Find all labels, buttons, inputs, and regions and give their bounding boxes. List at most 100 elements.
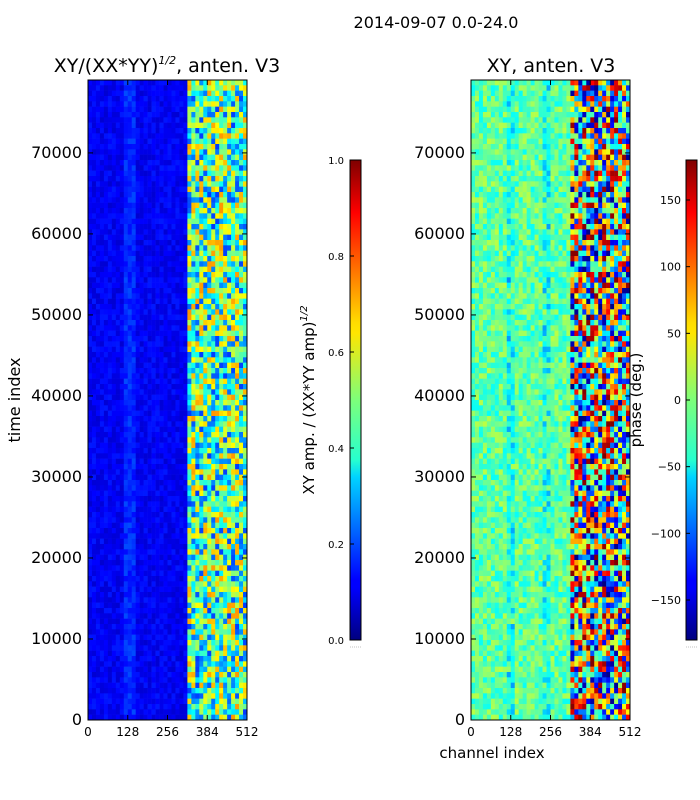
heatmap-cell [171,458,176,465]
heatmap-cell [235,298,240,305]
heatmap-cell [147,592,152,598]
heatmap-cell [127,592,133,598]
heatmap-cell [171,101,176,107]
heatmap-cell [155,421,160,427]
heatmap-cell [203,650,208,657]
heatmap-cell [127,677,133,683]
heatmap-cell [199,160,204,166]
heatmap-cell [235,101,240,107]
heatmap-cell [147,186,152,193]
heatmap-cell [95,218,101,225]
heatmap-cell [227,160,232,166]
heatmap-cell [167,341,172,347]
heatmap-cell [139,368,144,374]
heatmap-cell [143,272,148,278]
heatmap-cell [159,352,164,358]
heatmap-cell [227,421,232,427]
heatmap-cell [175,693,180,699]
heatmap-cell [231,90,236,97]
heatmap-cell [159,165,164,171]
heatmap-cell [243,234,248,241]
heatmap-cell [211,544,216,550]
heatmap-cell [88,512,93,518]
heatmap-cell [88,341,93,347]
heatmap-cell [235,677,240,683]
heatmap-cell [239,618,244,625]
heatmap-cell [151,533,156,539]
heatmap-cell [227,400,232,406]
heatmap-cell [243,421,248,427]
heatmap-cell [107,640,113,646]
heatmap-cell [175,362,180,369]
heatmap-cell [215,400,220,406]
heatmap-cell [147,352,152,358]
heatmap-cell [123,522,129,529]
heatmap-cell [502,96,508,102]
heatmap-cell [111,474,117,481]
heatmap-cell [155,373,160,379]
heatmap-cell [195,453,200,459]
heatmap-cell [183,122,188,129]
heatmap-cell [215,293,220,299]
heatmap-cell [107,309,113,315]
heatmap-cell [203,181,208,187]
heatmap-cell [111,517,117,523]
heatmap-cell [231,480,236,486]
heatmap-cell [119,634,125,641]
heatmap-cell [135,437,140,443]
heatmap-cell [235,202,240,209]
heatmap-cell [123,709,129,715]
heatmap-cell [199,608,204,614]
heatmap-cell [215,554,220,561]
heatmap-cell [550,90,555,97]
heatmap-cell [127,298,133,305]
heatmap-cell [195,368,200,374]
heatmap-cell [199,464,204,470]
heatmap-cell [227,672,232,678]
heatmap-cell [107,378,113,385]
heatmap-cell [135,160,140,166]
heatmap-cell [175,181,180,187]
heatmap-cell [91,208,97,214]
heatmap-cell [171,410,176,417]
heatmap-cell [211,170,216,177]
heatmap-cell [135,528,140,534]
heatmap-cell [151,544,156,550]
heatmap-cell [91,496,97,502]
heatmap-cell [135,400,140,406]
heatmap-cell [143,309,148,315]
heatmap-cell [211,96,216,102]
heatmap-cell [199,304,204,310]
heatmap-cell [171,672,176,678]
heatmap-cell [183,656,188,662]
heatmap-cell [474,85,480,91]
heatmap-cell [91,346,97,353]
heatmap-cell [203,485,208,491]
heatmap-cell [147,314,152,321]
heatmap-cell [183,240,188,246]
heatmap-cell [199,341,204,347]
heatmap-cell [171,256,176,262]
heatmap-cell [143,517,148,523]
heatmap-cell [119,416,125,422]
heatmap-cell [191,208,196,214]
heatmap-cell [239,464,244,470]
heatmap-cell [235,661,240,667]
heatmap-cell [175,464,180,470]
heatmap-cell [99,170,105,177]
heatmap-cell [119,421,125,427]
heatmap-cell [626,90,631,97]
heatmap-cell [235,106,240,113]
heatmap-cell [95,485,101,491]
heatmap-cell [171,656,176,662]
heatmap-cell [243,101,248,107]
heatmap-cell [243,405,248,411]
heatmap-cell [119,330,125,337]
heatmap-cell [215,528,220,534]
heatmap-cell [171,549,176,555]
heatmap-cell [99,272,105,278]
heatmap-cell [131,672,136,678]
heatmap-cell [243,224,248,230]
heatmap-cell [231,229,236,235]
heatmap-cell [99,709,105,715]
